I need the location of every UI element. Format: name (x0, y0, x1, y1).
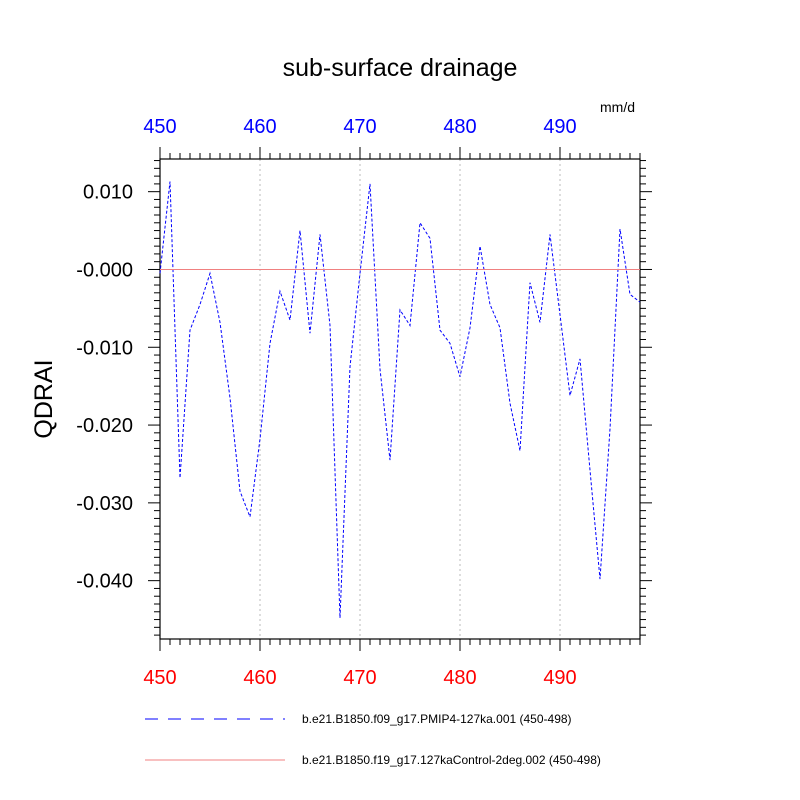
plot-frame (159, 158, 641, 640)
legend-label-series-2: b.e21.B1850.f19_g17.127kaControl-2deg.00… (302, 753, 601, 767)
legend-label-series-1: b.e21.B1850.f09_g17.PMIP4-127ka.001 (450… (302, 712, 572, 726)
x-tick-label-bottom-3: 480 (443, 667, 476, 689)
units-label: mm/d (600, 99, 635, 115)
x-tick-label-bottom-4: 490 (543, 667, 576, 689)
y-axis-label: QDRAI (30, 359, 58, 438)
y-tick-label-4: -0.030 (76, 493, 133, 515)
x-tick-label-bottom-2: 470 (343, 667, 376, 689)
x-tick-label-bottom-1: 460 (243, 667, 276, 689)
y-tick-label-3: -0.020 (76, 415, 133, 437)
x-tick-label-top-2: 470 (343, 116, 376, 138)
y-tick-label-5: -0.040 (76, 571, 133, 593)
x-tick-label-top-4: 490 (543, 116, 576, 138)
x-tick-label-top-1: 460 (243, 116, 276, 138)
y-tick-label-2: -0.010 (76, 337, 133, 359)
x-tick-label-top-0: 450 (143, 116, 176, 138)
x-tick-label-bottom-0: 450 (143, 667, 176, 689)
series-line-1 (159, 181, 641, 619)
chart-title: sub-surface drainage (282, 54, 518, 82)
x-tick-label-top-3: 480 (443, 116, 476, 138)
y-tick-label-1: -0.000 (76, 259, 133, 281)
y-tick-label-0: 0.010 (83, 182, 133, 204)
